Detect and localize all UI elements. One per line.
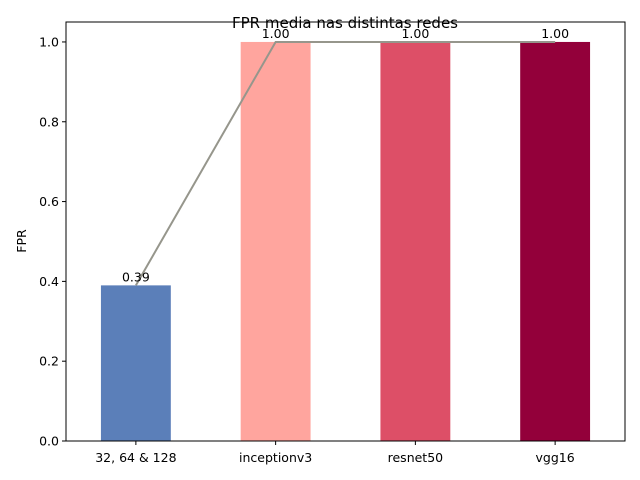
y-axis-label: FPR <box>14 229 29 253</box>
bar-0 <box>100 285 171 441</box>
bars-layer <box>100 41 591 441</box>
bar-2 <box>380 41 451 441</box>
plot-frame <box>65 21 626 442</box>
y-tick-label-4: 0.8 <box>39 114 59 129</box>
y-tick-label-1: 0.2 <box>39 354 59 369</box>
data-labels-layer: 0.39 1.00 1.00 1.00 <box>122 26 569 284</box>
y-tick-label-3: 0.6 <box>39 194 59 209</box>
bar-1 <box>240 41 311 441</box>
x-tick-label-1: inceptionv3 <box>239 450 312 465</box>
x-tick-label-2: resnet50 <box>388 450 444 465</box>
x-tick-label-0: 32, 64 & 128 <box>95 450 176 465</box>
y-tick-label-5: 1.0 <box>39 34 59 49</box>
y-tick-label-0: 0.0 <box>39 434 59 449</box>
y-tick-label-2: 0.4 <box>39 274 59 289</box>
data-label-1: 1.00 <box>262 26 290 41</box>
bar-3 <box>520 41 591 441</box>
overlay-line-layer <box>135 40 556 286</box>
overlay-line <box>135 40 556 286</box>
data-label-0: 0.39 <box>122 269 150 284</box>
axes-layer: 0.0 0.2 0.4 0.6 0.8 1.0 32, 64 & 128 inceptionv… <box>39 21 626 465</box>
x-tick-label-3: vgg16 <box>536 450 575 465</box>
data-label-2: 1.00 <box>401 26 429 41</box>
data-label-3: 1.00 <box>541 26 569 41</box>
chart-title: FPR media nas distintas redes <box>232 14 458 32</box>
